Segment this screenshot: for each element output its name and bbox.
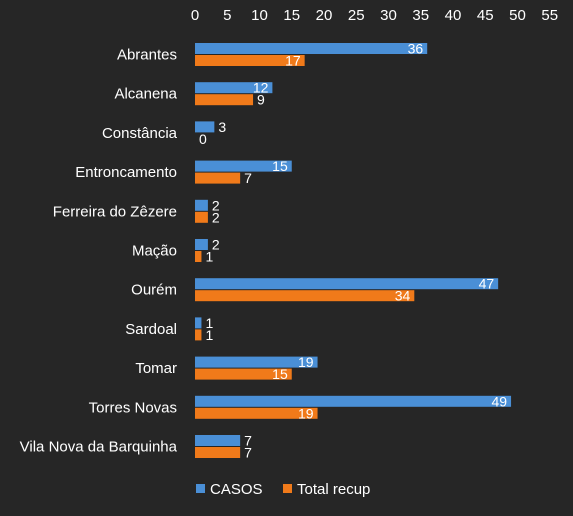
bar-total-recup (195, 172, 241, 184)
data-label: 17 (285, 53, 301, 69)
x-tick-label: 15 (283, 7, 300, 24)
x-tick-label: 55 (541, 7, 558, 24)
category-label: Vila Nova da Barquinha (20, 439, 178, 456)
x-tick-label: 5 (223, 7, 231, 24)
x-tick-label: 40 (445, 7, 462, 24)
data-label: 7 (244, 170, 252, 186)
bar-casos (195, 317, 202, 329)
legend-swatch (196, 484, 205, 493)
data-label: 7 (244, 445, 252, 461)
category-label: Torres Novas (89, 399, 177, 416)
bar-casos (195, 356, 318, 368)
data-label: 2 (212, 197, 220, 213)
data-label: 19 (298, 354, 314, 370)
category-label: Constância (102, 125, 178, 142)
data-label: 3 (218, 119, 226, 135)
x-tick-label: 50 (509, 7, 526, 24)
category-label: Tomar (135, 360, 177, 377)
data-label: 7 (244, 433, 252, 449)
data-label: 34 (395, 288, 411, 304)
bar-total-recup (195, 368, 292, 380)
x-tick-label: 25 (348, 7, 365, 24)
data-label: 2 (212, 209, 220, 225)
legend-swatch (283, 484, 292, 493)
x-tick-label: 30 (380, 7, 397, 24)
legend-label: CASOS (210, 481, 263, 498)
data-label: 15 (272, 158, 288, 174)
data-label: 19 (298, 405, 314, 421)
bar-total-recup (195, 251, 202, 262)
x-tick-label: 45 (477, 7, 494, 24)
x-tick-label: 10 (251, 7, 268, 24)
data-label: 9 (257, 92, 265, 108)
bar-casos (195, 239, 208, 250)
data-label: 36 (408, 41, 424, 57)
x-tick-label: 0 (191, 7, 199, 24)
x-tick-label: 35 (412, 7, 429, 24)
bar-casos (195, 82, 273, 94)
bar-casos (195, 160, 292, 172)
bar-total-recup (195, 55, 305, 66)
bar-casos (195, 43, 428, 54)
legend-label: Total recup (297, 481, 370, 498)
bar-casos (195, 199, 208, 211)
bar-total-recup (195, 94, 254, 106)
x-tick-label: 20 (316, 7, 333, 24)
bar-total-recup (195, 407, 318, 419)
category-label: Mação (132, 243, 177, 260)
data-label: 1 (205, 327, 213, 343)
bar-total-recup (195, 290, 415, 302)
data-label: 0 (199, 131, 207, 147)
bar-casos (195, 121, 215, 133)
data-label: 1 (205, 315, 213, 331)
bar-total-recup (195, 329, 202, 341)
category-label: Abrantes (117, 47, 177, 64)
bar-total-recup (195, 211, 208, 223)
category-label: Alcanena (114, 86, 177, 103)
plot-area (195, 43, 512, 458)
data-label: 47 (479, 276, 495, 292)
category-label: Ferreira do Zêzere (53, 203, 177, 220)
bar-total-recup (195, 447, 241, 458)
bar-casos (195, 435, 241, 446)
category-label: Entroncamento (75, 164, 177, 181)
category-label: Sardoal (125, 321, 177, 338)
y-axis: Abrantes Alcanena Constância Entroncamento F… (20, 47, 178, 456)
data-label: 49 (491, 393, 507, 409)
data-label: 12 (253, 80, 269, 96)
legend: CASOS Total recup (196, 481, 370, 498)
x-axis: 0 5 10 15 20 25 30 35 40 45 50 55 (191, 7, 558, 24)
category-label: Ourém (131, 282, 177, 299)
data-label: 1 (205, 249, 213, 265)
bar-casos (195, 278, 499, 290)
data-label: 15 (272, 366, 288, 382)
bar-casos (195, 395, 512, 407)
data-label: 2 (212, 237, 220, 253)
